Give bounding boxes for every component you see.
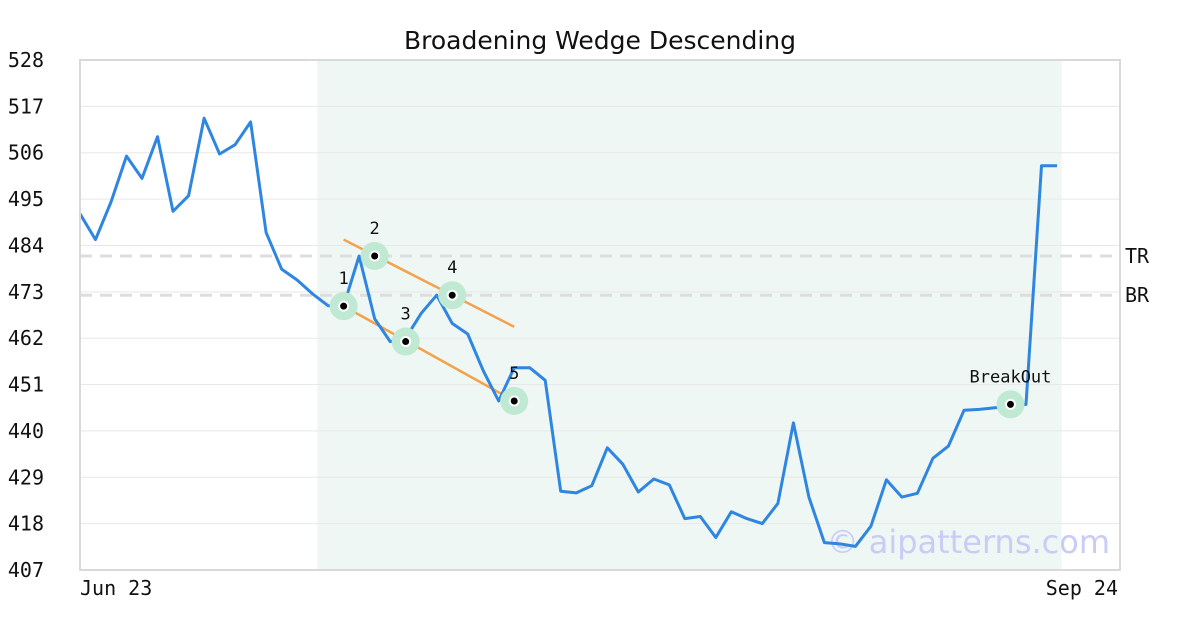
watermark: © aipatterns.com — [827, 523, 1110, 561]
y-tick-label: 407 — [8, 558, 44, 582]
y-tick-label: 495 — [8, 187, 44, 211]
x-axis-ticks: Jun 23 Sep 24 — [80, 576, 1118, 600]
point-marker — [338, 300, 350, 312]
point-label: 5 — [509, 364, 519, 384]
point-label: BreakOut — [970, 367, 1052, 387]
pattern-points: 1 2 3 4 5 BreakOut — [329, 219, 1052, 419]
y-tick-label: 484 — [8, 233, 44, 257]
y-axis-ticks: 407 418 429 440 451 462 473 484 495 506 517 528 — [8, 48, 44, 582]
level-lines: TR BR — [80, 244, 1150, 307]
point-marker — [400, 336, 412, 348]
point-marker — [1004, 398, 1016, 410]
wedge-line — [343, 305, 515, 403]
point-label: 2 — [370, 219, 380, 239]
chart-title: Broadening Wedge Descending — [404, 26, 796, 55]
point-marker — [446, 289, 458, 301]
y-tick-label: 473 — [8, 280, 44, 304]
y-tick-label: 528 — [8, 48, 44, 72]
y-tick-label: 517 — [8, 94, 44, 118]
y-tick-label: 429 — [8, 465, 44, 489]
y-tick-label: 440 — [8, 419, 44, 443]
plot-frame — [79, 59, 1121, 571]
y-tick-label: 418 — [8, 512, 44, 536]
point-label: 1 — [339, 269, 349, 289]
price-line — [78, 116, 1057, 548]
point-marker — [508, 395, 520, 407]
x-tick-label: Sep 24 — [1046, 576, 1118, 600]
x-tick-label: Jun 23 — [80, 576, 152, 600]
point-label: 3 — [401, 305, 411, 325]
point-label: 4 — [447, 258, 457, 278]
level-label: TR — [1125, 244, 1150, 268]
highlight-band — [317, 60, 1062, 570]
point-marker — [369, 250, 381, 262]
y-tick-label: 462 — [8, 326, 44, 350]
level-label: BR — [1125, 283, 1150, 307]
y-tick-label: 506 — [8, 141, 44, 165]
y-tick-label: 451 — [8, 373, 44, 397]
